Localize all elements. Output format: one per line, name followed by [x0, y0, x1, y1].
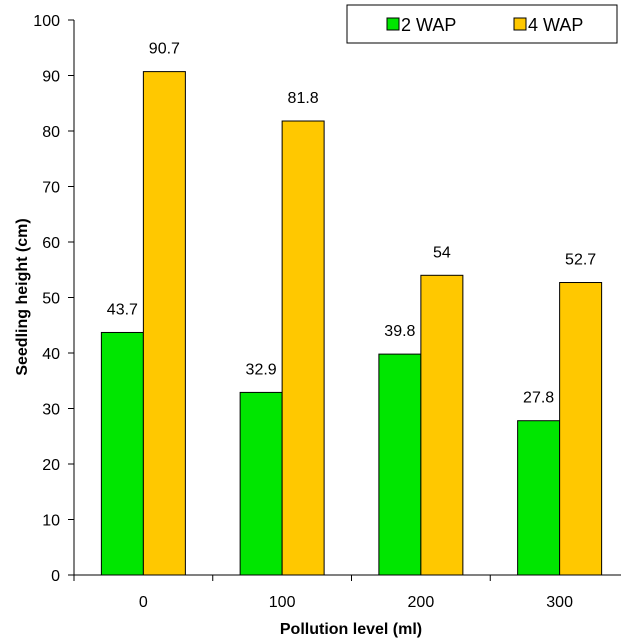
y-tick-label: 50 [42, 291, 60, 308]
data-label: 90.7 [149, 41, 180, 58]
x-tick-label: 100 [269, 594, 296, 611]
bar-2-wap [517, 420, 561, 576]
data-label: 81.8 [288, 90, 319, 107]
y-tick-label: 10 [42, 513, 60, 530]
data-label: 52.7 [565, 252, 596, 269]
data-label: 32.9 [246, 361, 277, 378]
bar-4-wap [142, 71, 186, 576]
bar-2-wap [239, 391, 283, 576]
bar-4-wap [281, 120, 325, 576]
y-axis-title: Seedling height (cm) [14, 218, 31, 375]
y-tick-label: 30 [42, 402, 60, 419]
y-tick-label: 0 [51, 568, 60, 585]
x-tick-label: 0 [139, 594, 148, 611]
legend-swatch-2wap [386, 17, 400, 31]
y-tick-label: 100 [33, 13, 60, 30]
legend: 2 WAP 4 WAP [346, 4, 618, 44]
y-tick-label: 60 [42, 235, 60, 252]
y-tick-label: 20 [42, 457, 60, 474]
y-tick-label: 70 [42, 180, 60, 197]
data-label: 27.8 [523, 390, 554, 407]
plot-area: 0 10 20 30 40 50 60 70 80 90 100 0 43.7 90.7 100 32.9 81… [33, 13, 621, 611]
data-label: 43.7 [107, 301, 138, 318]
legend-swatch-4wap [513, 17, 527, 31]
bar-2-wap [100, 331, 144, 576]
bar-4-wap [420, 274, 464, 576]
bar-2-wap [378, 353, 422, 576]
legend-label-4wap: 4 WAP [528, 15, 583, 35]
y-tick-label: 90 [42, 69, 60, 86]
bar-4-wap [559, 282, 603, 576]
data-label: 54 [433, 244, 451, 261]
y-tick-label: 40 [42, 346, 60, 363]
data-label: 39.8 [384, 323, 415, 340]
legend-label-2wap: 2 WAP [401, 15, 456, 35]
x-tick-label: 300 [546, 594, 573, 611]
y-tick-label: 80 [42, 124, 60, 141]
x-tick-label: 200 [408, 594, 435, 611]
x-axis-title: Pollution level (ml) [280, 621, 422, 638]
